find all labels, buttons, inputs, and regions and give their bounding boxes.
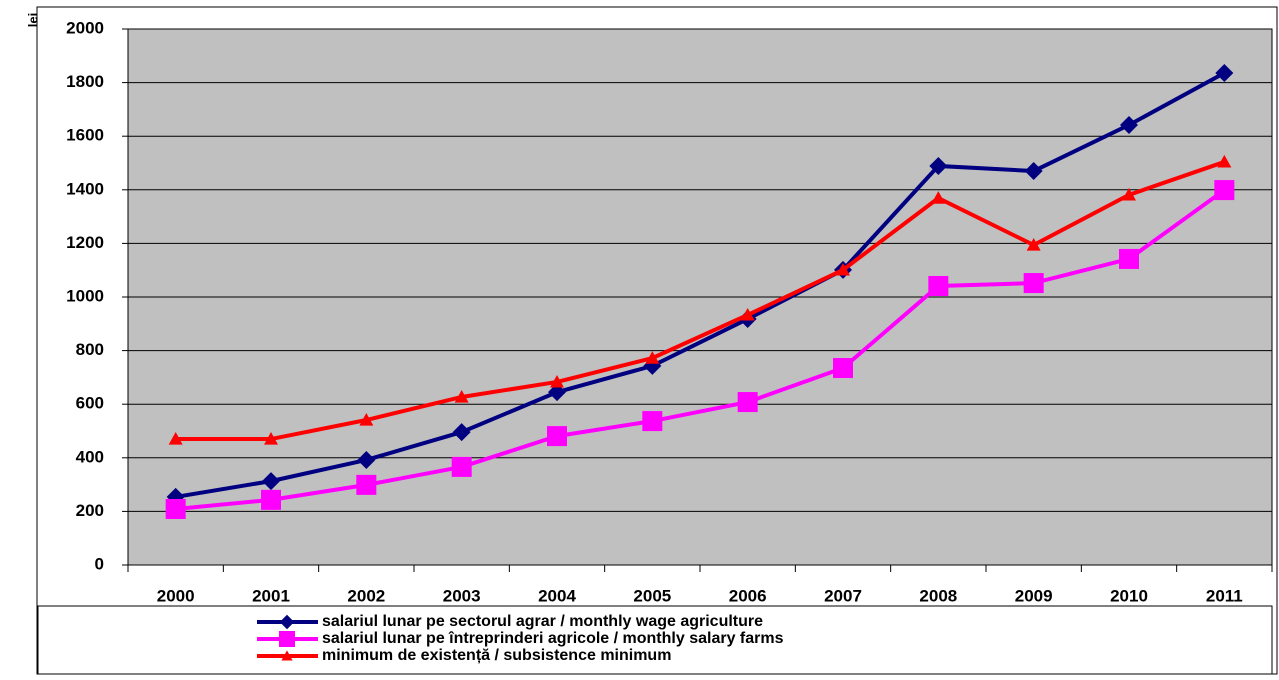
marker xyxy=(1024,162,1043,181)
marker xyxy=(281,650,293,661)
y-tick-label: 1000 xyxy=(66,286,104,305)
marker xyxy=(929,156,948,175)
marker xyxy=(1023,273,1044,294)
x-tick-label: 2010 xyxy=(1110,586,1148,605)
x-tick-label: 2001 xyxy=(252,586,290,605)
marker xyxy=(357,450,376,469)
marker xyxy=(262,472,280,491)
marker xyxy=(279,614,295,630)
series-line xyxy=(175,71,1226,499)
y-tick-label: 1200 xyxy=(66,233,104,252)
y-tick-label: 0 xyxy=(95,554,104,573)
marker xyxy=(737,392,758,413)
marker xyxy=(451,456,472,477)
marker xyxy=(548,383,566,402)
marker xyxy=(359,413,374,426)
x-tick-label: 2004 xyxy=(538,586,576,605)
y-tick-label: 600 xyxy=(76,394,104,413)
marker xyxy=(1119,248,1139,269)
marker xyxy=(356,474,377,495)
marker xyxy=(836,262,850,276)
marker xyxy=(1120,115,1138,134)
x-tick-label: 2007 xyxy=(824,586,862,605)
series-line xyxy=(175,160,1225,442)
x-tick-label: 2002 xyxy=(347,586,385,605)
marker xyxy=(1026,238,1041,251)
marker xyxy=(261,489,281,510)
y-axis-label: lei xyxy=(25,13,40,27)
marker xyxy=(168,432,183,445)
x-tick-label: 2011 xyxy=(1206,586,1243,605)
y-tick-label: 1800 xyxy=(66,72,104,91)
legend-label: minimum de existență / subsistence minim… xyxy=(322,647,671,664)
marker xyxy=(1215,63,1234,82)
x-tick-label: 2003 xyxy=(443,586,481,605)
marker xyxy=(1217,154,1232,168)
marker xyxy=(931,191,946,204)
marker xyxy=(264,432,278,445)
x-tick-label: 2000 xyxy=(157,586,195,605)
y-tick-label: 200 xyxy=(76,501,104,520)
legend-box xyxy=(37,605,1273,675)
y-tick-label: 400 xyxy=(76,447,104,466)
marker xyxy=(928,276,949,297)
marker xyxy=(550,374,564,388)
marker xyxy=(740,307,755,321)
y-tick-label: 1400 xyxy=(66,179,104,198)
marker xyxy=(452,423,471,442)
marker xyxy=(165,498,186,519)
marker xyxy=(547,426,567,447)
marker xyxy=(1122,187,1136,201)
y-tick-label: 800 xyxy=(76,340,104,359)
marker xyxy=(642,411,663,432)
x-tick-label: 2006 xyxy=(729,586,767,605)
x-tick-label: 2005 xyxy=(633,586,671,605)
y-tick-label: 2000 xyxy=(66,18,104,37)
marker xyxy=(833,358,853,379)
legend-label: salariul lunar pe sectorul agrar / month… xyxy=(322,613,763,630)
y-tick-label: 1600 xyxy=(66,126,104,145)
marker xyxy=(1214,180,1235,201)
x-tick-label: 2008 xyxy=(919,586,957,605)
legend-label: salariul lunar pe întreprinderi agricole… xyxy=(322,630,784,647)
marker xyxy=(279,631,295,647)
series-line xyxy=(175,188,1226,511)
x-tick-label: 2009 xyxy=(1015,586,1053,605)
marker xyxy=(454,389,469,403)
marker xyxy=(645,351,660,364)
